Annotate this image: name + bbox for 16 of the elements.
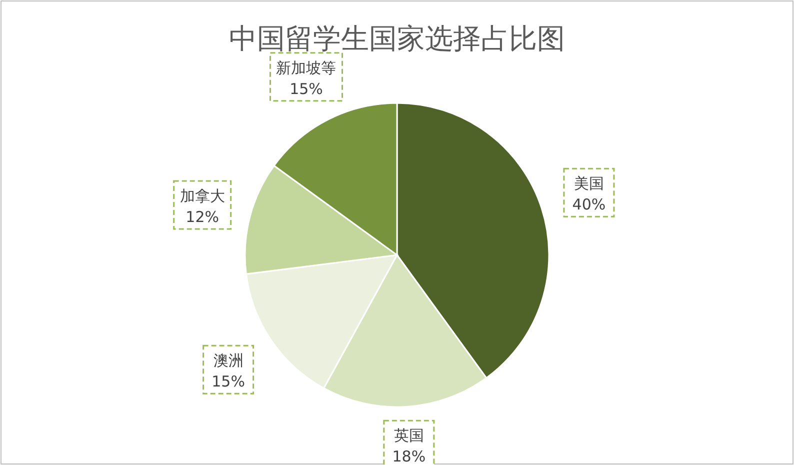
pie-slice — [245, 254, 398, 389]
pie-slice — [396, 102, 550, 379]
chart-title: 中国留学生国家选择占比图 — [229, 22, 565, 55]
data-label: 15% — [212, 372, 245, 391]
slice-label: 新加坡等 — [276, 58, 336, 77]
data-label: 15% — [290, 80, 323, 98]
slice-label: 英国 — [394, 426, 424, 445]
slice-label: 美国 — [574, 174, 604, 193]
pie-slice — [244, 164, 398, 275]
data-label: 12% — [186, 208, 220, 226]
data-label: 40% — [572, 196, 606, 214]
slice-label: 加拿大 — [180, 187, 225, 206]
pie-slice — [273, 102, 398, 256]
pie-slice — [323, 254, 488, 408]
slice-label: 澳洲 — [213, 352, 244, 370]
data-label: 18% — [392, 448, 426, 465]
